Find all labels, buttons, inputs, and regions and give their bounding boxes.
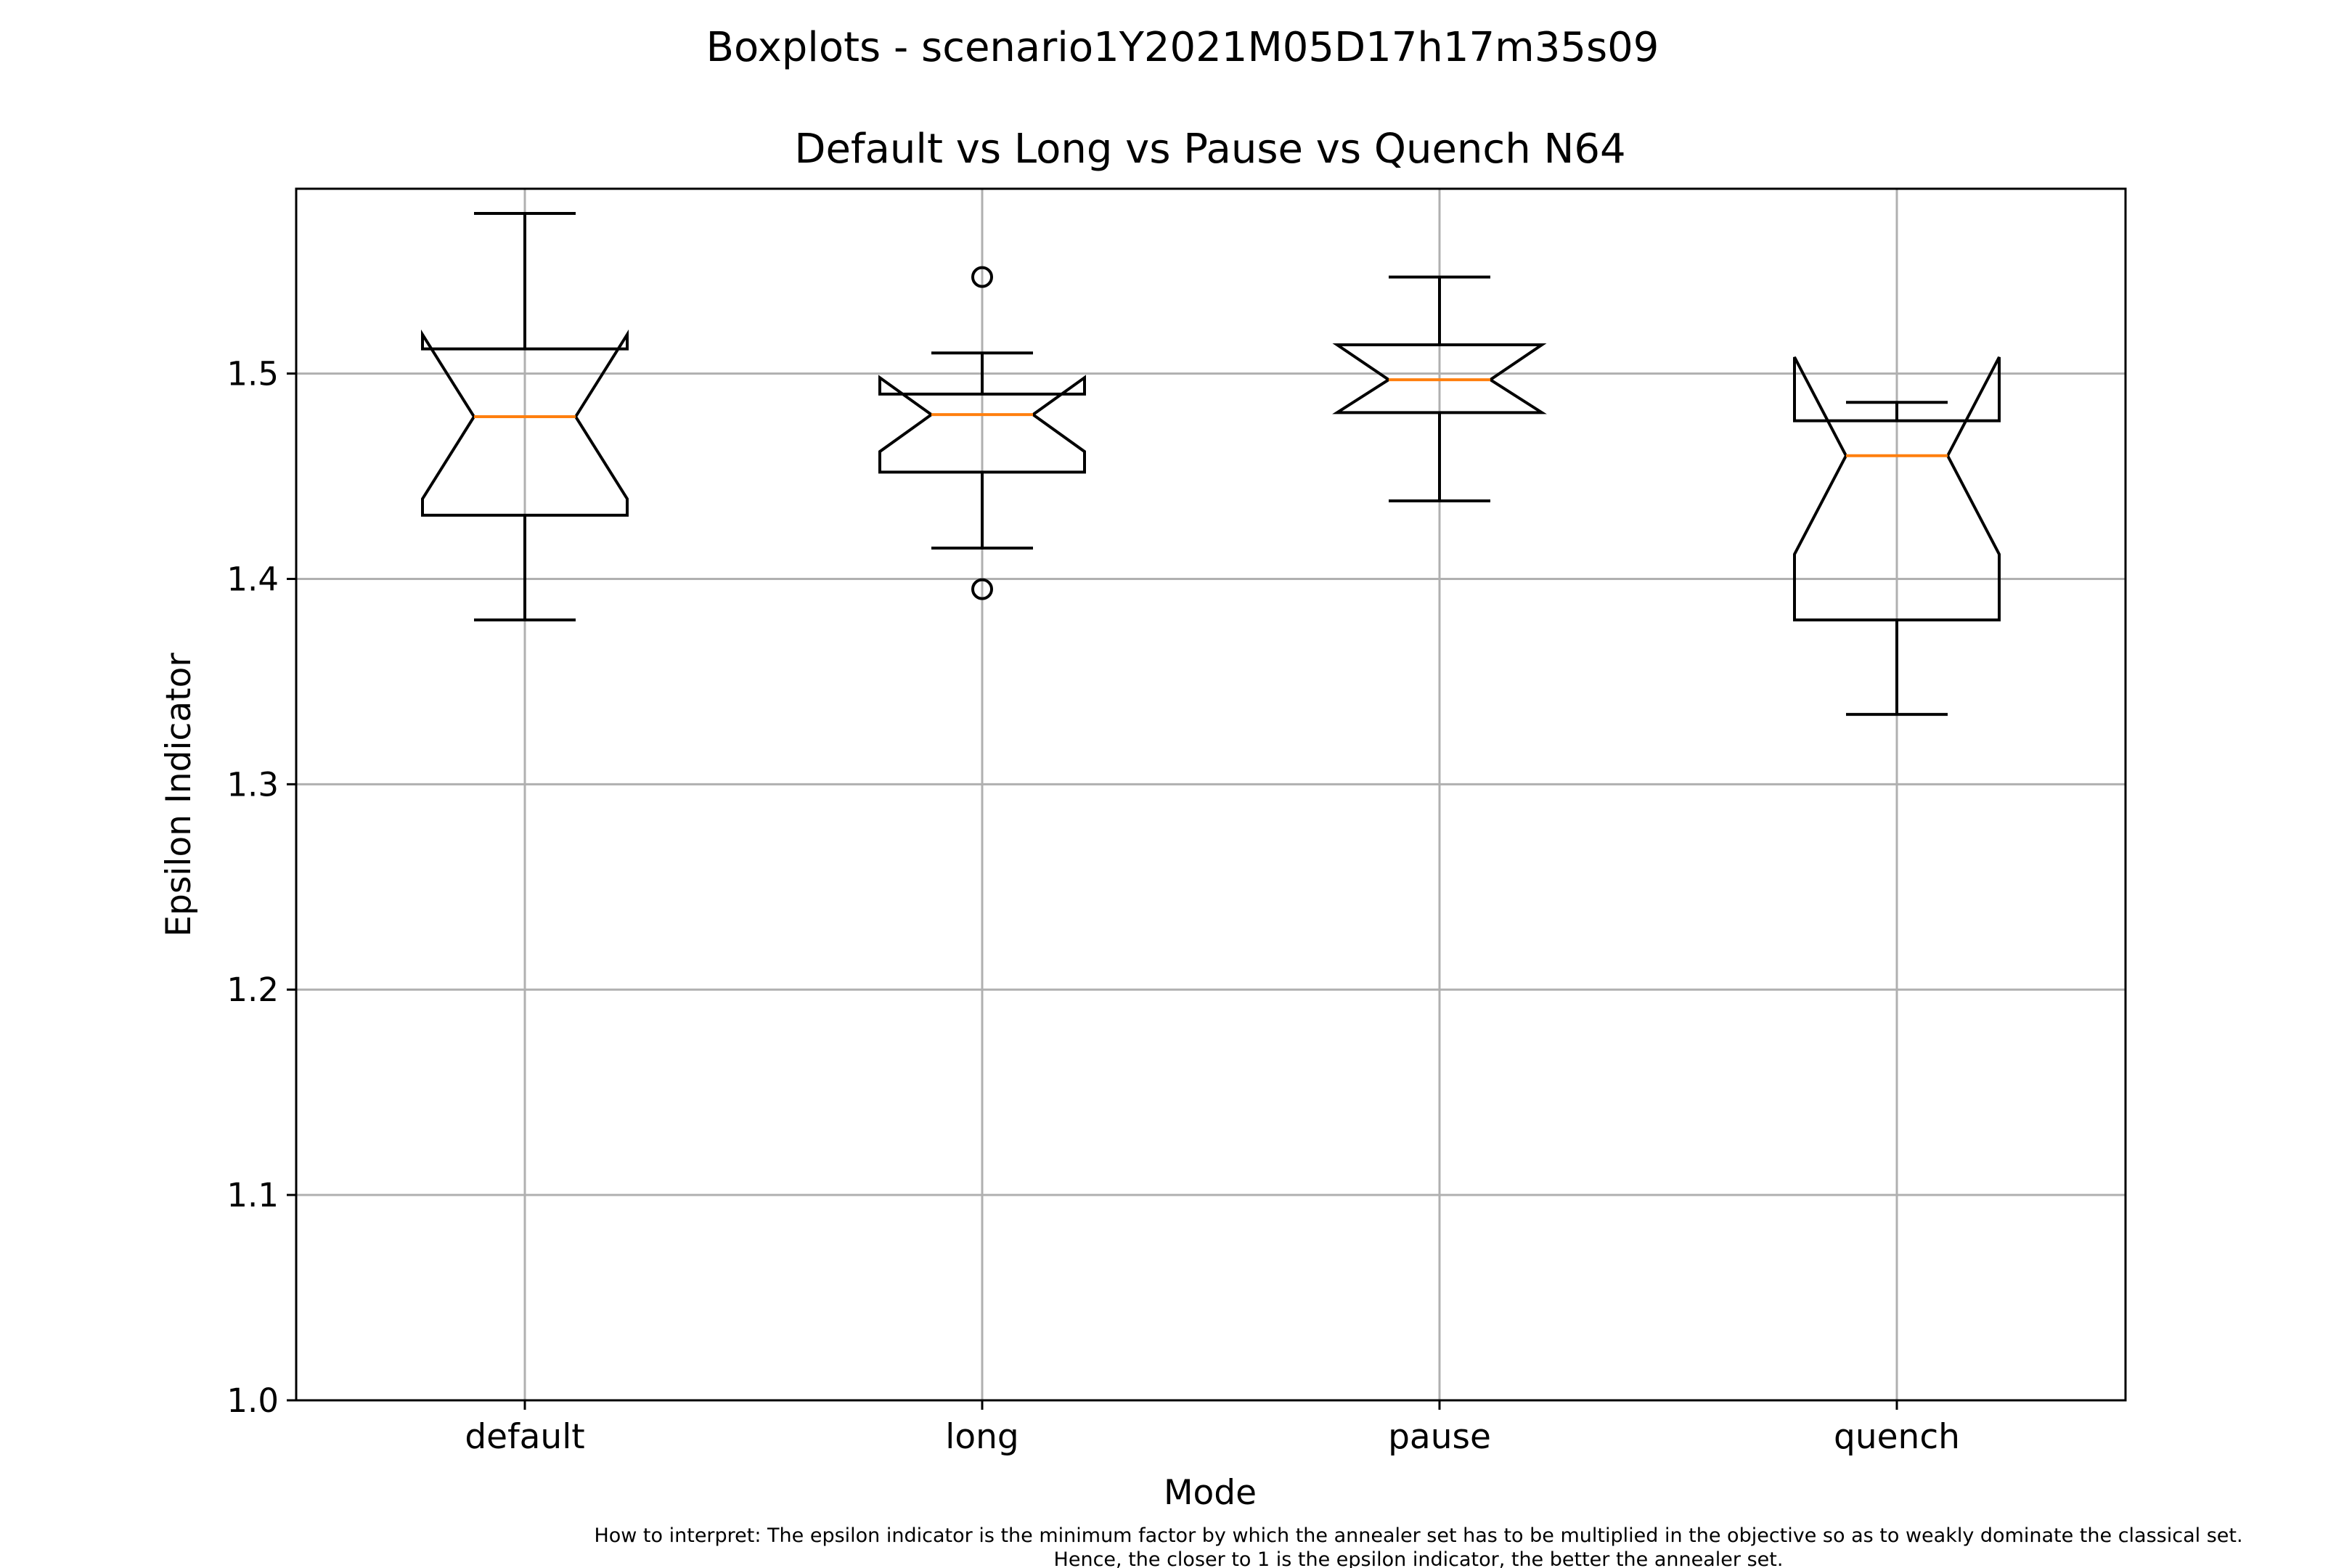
figure-suptitle: Boxplots - scenario1Y2021M05D17h17m35s09 [706,24,1659,71]
y-tick-label: 1.0 [226,1381,279,1420]
x-tick-label: long [945,1417,1018,1457]
outlier-long [971,578,993,600]
boxplots [421,211,2001,716]
y-tick-label: 1.5 [226,355,279,393]
y-axis-ticks: 1.0 1.1 1.2 1.3 1.4 1.5 [226,355,296,1420]
x-axis-label: Mode [1164,1473,1257,1513]
footnote-line-1: How to interpret: The epsilon indicator … [594,1524,2242,1547]
box-quench [1793,356,2001,622]
y-axis-label: Epsilon Indicator [159,653,199,937]
y-tick-label: 1.2 [226,971,279,1009]
outlier-long [971,266,993,288]
box-long [878,375,1086,474]
chart-title: Default vs Long vs Pause vs Quench N64 [794,126,1625,173]
x-tick-label: default [465,1417,584,1457]
x-tick-label: quench [1834,1417,1960,1457]
plot-frame [295,187,2127,1402]
x-axis-ticks: default long pause quench [465,1400,1960,1457]
y-tick-label: 1.3 [226,765,279,804]
grid-lines [296,189,2126,1402]
footnote-line-2: Hence, the closer to 1 is the epsilon in… [1054,1548,1784,1568]
x-tick-label: pause [1388,1417,1491,1457]
box-default [421,329,629,517]
y-tick-label: 1.4 [226,560,279,598]
y-tick-label: 1.1 [226,1176,279,1214]
